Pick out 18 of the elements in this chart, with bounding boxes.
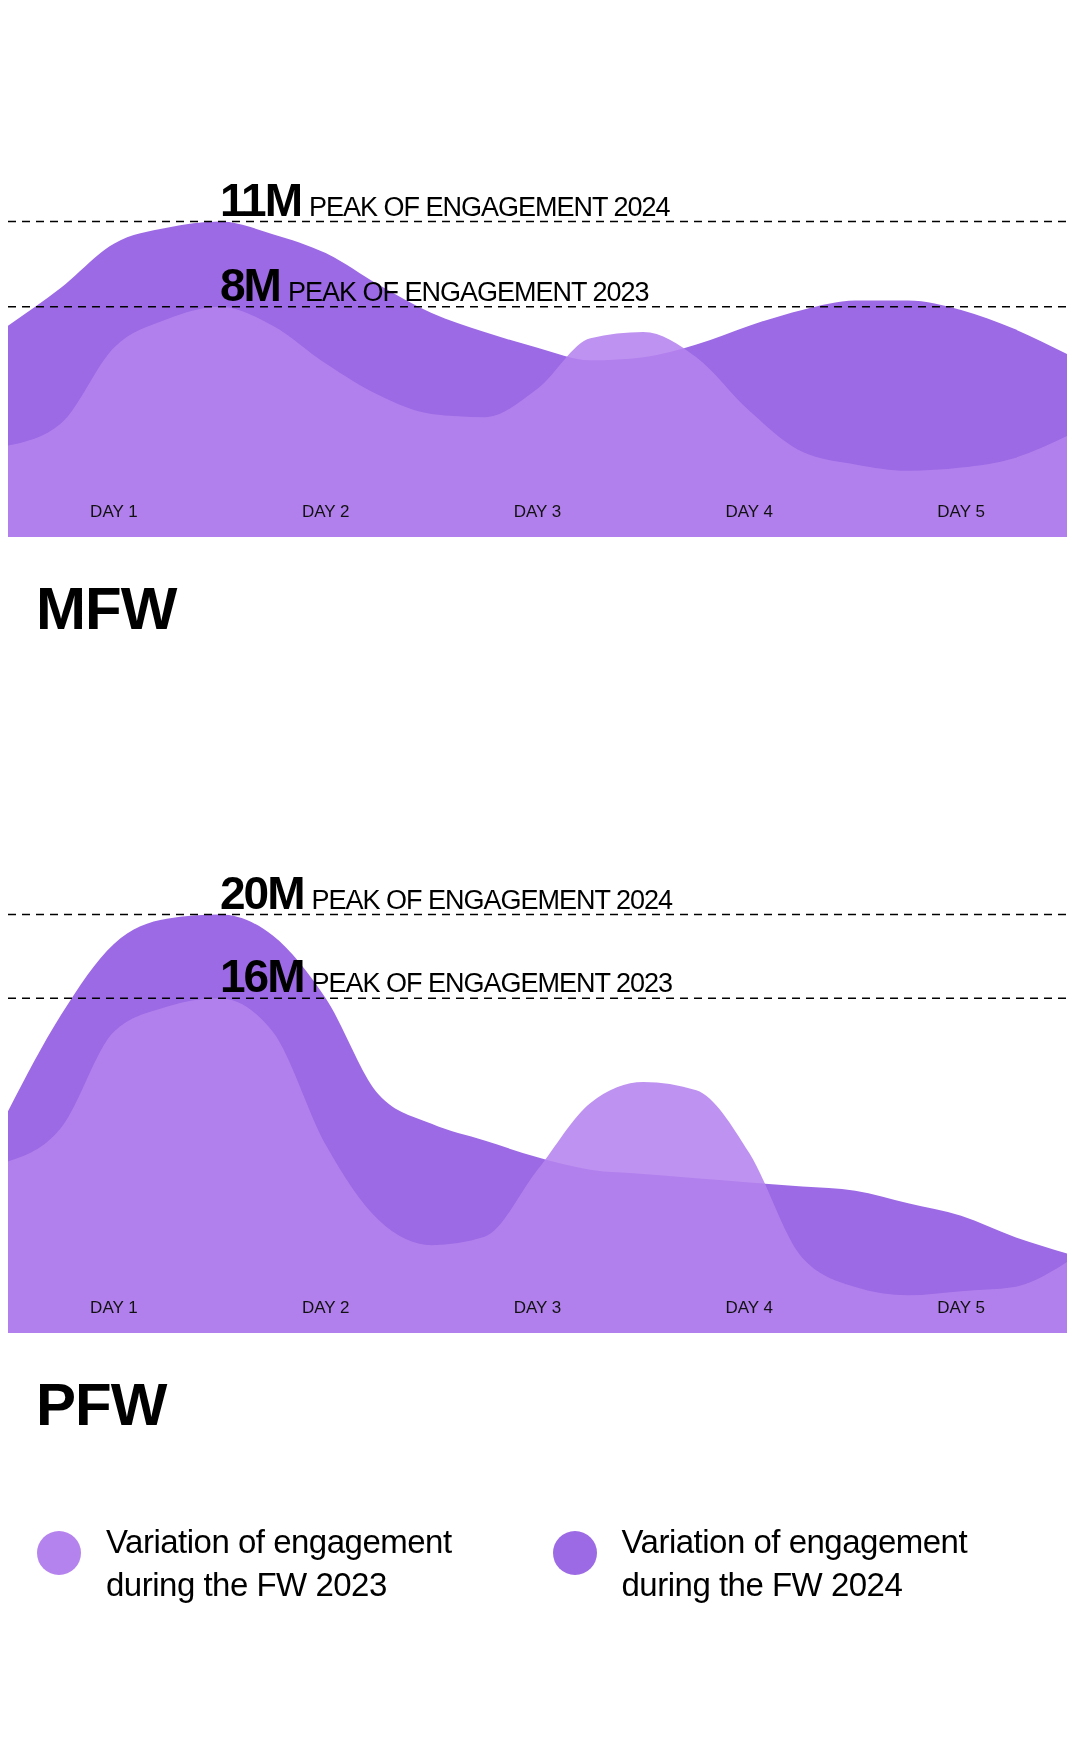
x-tick-label: DAY 5 [937, 1298, 985, 1317]
x-tick-label: DAY 1 [90, 1298, 138, 1317]
ref-line-label: 20M PEAK OF ENGAGEMENT 2024 [220, 866, 674, 919]
legend-label: Variation of engagement during the FW 2023 [106, 1522, 453, 1605]
x-tick-label: DAY 1 [90, 502, 138, 521]
text: PFW [36, 1370, 169, 1440]
x-tick-label: DAY 4 [725, 502, 774, 521]
x-tick-label: DAY 3 [513, 1298, 562, 1317]
text: MFW [36, 574, 179, 644]
x-tick-label: DAY 2 [301, 502, 350, 521]
x-tick-label: DAY 4 [725, 1298, 774, 1317]
x-tick-label: DAY 2 [301, 1298, 350, 1317]
ref-line-label: 8M PEAK OF ENGAGEMENT 2023 [220, 258, 649, 311]
x-tick-label: DAY 5 [937, 502, 985, 521]
legend-label: Variation of engagement during the FW 2024 [621, 1522, 969, 1605]
ref-line-label: 16M PEAK OF ENGAGEMENT 2023 [220, 950, 673, 1003]
ref-line-label: 11M PEAK OF ENGAGEMENT 2024 [220, 173, 671, 226]
x-tick-label: DAY 3 [513, 502, 562, 521]
